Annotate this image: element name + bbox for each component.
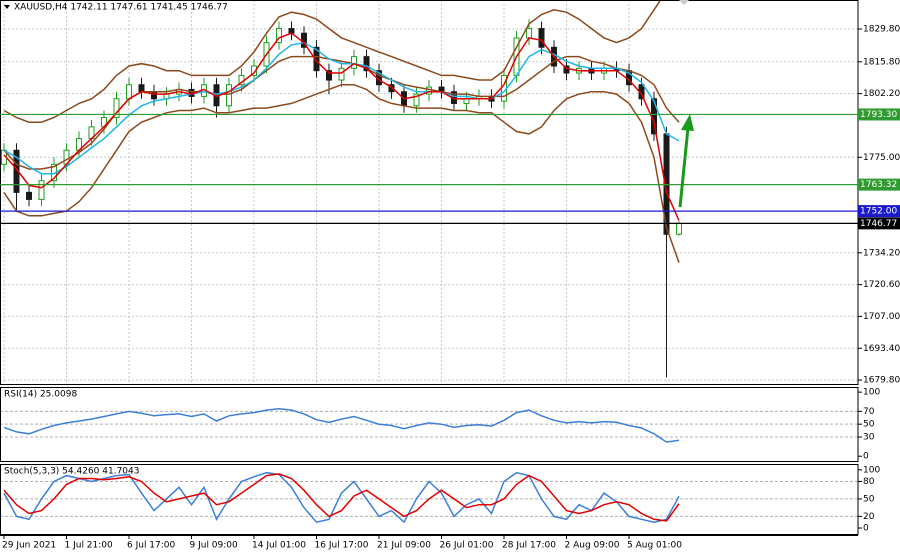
candle-body <box>276 28 282 44</box>
candle-body <box>676 222 682 235</box>
y-tick-label: 1693.40 <box>863 344 900 354</box>
candle-body <box>338 67 345 81</box>
y-tick-label: 1720.60 <box>863 280 900 290</box>
price-label-box <box>858 217 900 230</box>
y-tick-label: 1802.20 <box>863 89 900 99</box>
price-label: 1752.00 <box>860 207 897 217</box>
x-tick-label: 29 Jun 2021 <box>2 541 56 551</box>
y-tick-label: 0 <box>863 524 869 534</box>
y-tick-label: 50 <box>863 494 875 504</box>
candle-body <box>538 28 545 48</box>
indicator-line <box>3 32 680 221</box>
y-tick-label: 80 <box>863 477 875 487</box>
y-tick-label: 70 <box>863 407 875 417</box>
candle-body <box>413 93 420 107</box>
x-tick-label: 16 Jul 17:00 <box>315 541 369 551</box>
x-tick-label: 14 Jul 01:00 <box>252 541 306 551</box>
x-tick-label: 26 Jul 01:00 <box>440 541 494 551</box>
price-label-box <box>858 205 900 218</box>
y-tick-label: 1707.00 <box>863 312 900 322</box>
candle-body <box>26 191 32 200</box>
price-label: 1746.77 <box>860 219 897 229</box>
candle-body <box>388 84 395 93</box>
x-tick-label: 1 Jul 21:00 <box>65 541 114 551</box>
panel-title: Stoch(5,3,3) 54.4260 41.7043 <box>4 467 139 477</box>
candle-body <box>251 65 257 76</box>
panel-title: XAUUSD,H4 1742.11 1747.61 1741.45 1746.7… <box>14 3 228 13</box>
candle-body <box>313 46 320 72</box>
candle-body <box>151 91 157 100</box>
candle-body <box>363 56 370 72</box>
shift-marker <box>679 0 689 5</box>
y-tick-label: 50 <box>863 420 875 430</box>
panel-border <box>0 0 859 385</box>
y-tick-label: 1734.20 <box>863 248 900 258</box>
y-tick-label: 1679.80 <box>863 376 900 386</box>
panel <box>0 408 858 443</box>
y-tick-label: 30 <box>863 433 875 443</box>
candle-body <box>126 84 132 100</box>
y-tick-label: 1829.80 <box>863 25 900 35</box>
x-tick-label: 9 Jul 09:00 <box>190 541 239 551</box>
price-label-box <box>858 108 900 121</box>
panel-title: RSI(14) 25.0098 <box>4 390 77 400</box>
y-tick-label: 20 <box>863 512 875 522</box>
candle-body <box>38 180 45 200</box>
indicator-line <box>3 408 680 443</box>
indicator-line <box>3 471 680 524</box>
indicator-line <box>3 41 680 175</box>
x-tick-label: 28 Jul 17:00 <box>502 541 556 551</box>
menu-triangle <box>4 5 10 9</box>
price-label: 1763.32 <box>860 180 897 190</box>
x-tick-label: 6 Jul 17:00 <box>127 541 176 551</box>
panel-border <box>0 464 859 535</box>
candle-body <box>226 84 232 107</box>
panel <box>0 0 858 385</box>
trend-arrow <box>678 114 694 208</box>
price-label-box <box>858 178 900 191</box>
candle-body <box>138 84 145 93</box>
panel <box>0 471 858 524</box>
indicator-line <box>3 0 662 123</box>
indicator-line <box>3 83 680 263</box>
y-tick-label: 100 <box>863 465 880 475</box>
candle-body <box>113 98 120 118</box>
x-tick-label: 5 Aug 01:00 <box>627 541 682 551</box>
y-tick-label: 1815.80 <box>863 57 900 67</box>
y-tick-label: 1775.00 <box>863 153 900 163</box>
y-tick-label: 100 <box>863 388 880 398</box>
candle-body <box>326 70 332 81</box>
x-tick-label: 2 Aug 09:00 <box>565 541 620 551</box>
indicator-line <box>3 473 680 522</box>
price-label: 1793.30 <box>860 110 897 120</box>
x-tick-label: 21 Jul 09:00 <box>377 541 431 551</box>
candle-body <box>351 56 357 69</box>
y-tick-label: 0 <box>863 452 869 462</box>
candle-body <box>526 28 532 39</box>
